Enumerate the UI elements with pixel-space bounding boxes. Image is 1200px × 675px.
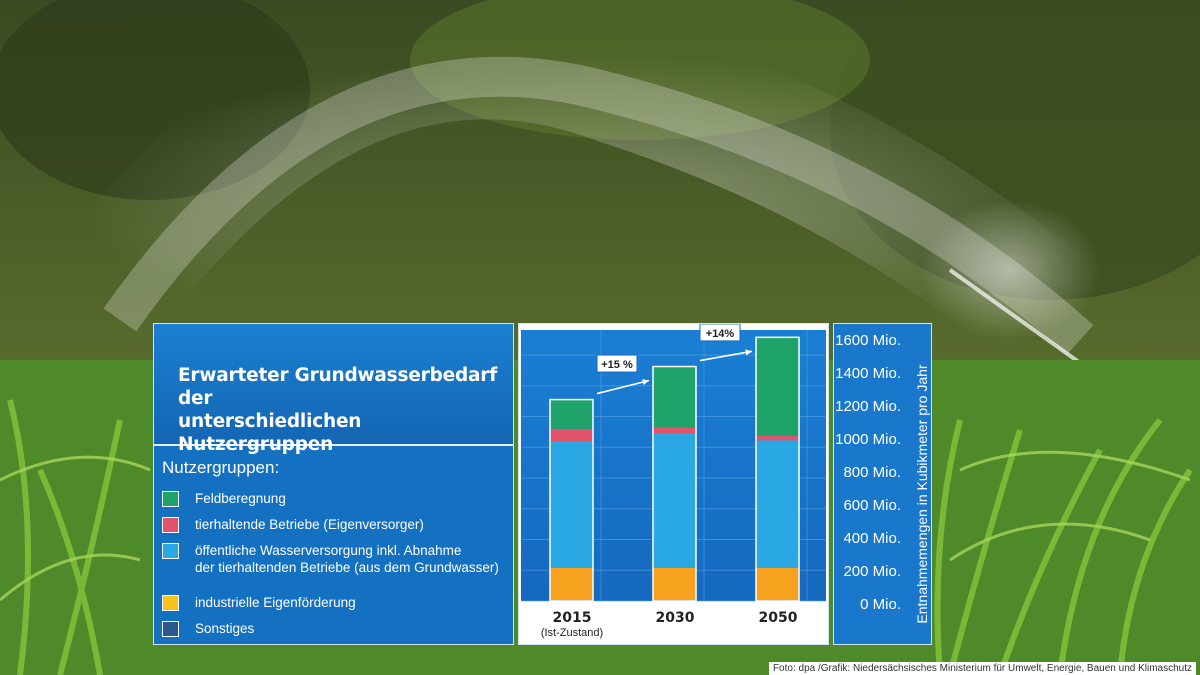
bar-outline-2015 [549, 398, 594, 602]
bar-outline-2030 [652, 365, 697, 602]
y-tick-label: 0 Mio. [860, 596, 901, 613]
legend-label: Sonstiges [195, 621, 255, 636]
bar-segment-2030-4 [653, 366, 696, 428]
bar-plot: +15 % +14% [521, 324, 826, 602]
chart-panel: +15 % +14% 2015 (Ist-Zustand) 2030 2050 [518, 323, 829, 645]
y-tick-label: 1000 Mio. [835, 431, 901, 448]
growth-arrowhead [642, 379, 649, 386]
y-axis-panel: Entnahmemengen in Kubikmeter pro Jahr 0 … [833, 323, 932, 645]
bar-segment-2050-3 [756, 435, 799, 441]
legend-panel: Erwarteter Grundwasserbedarf der untersc… [153, 323, 514, 645]
y-tick-label: 1400 Mio. [835, 365, 901, 382]
title-box: Erwarteter Grundwasserbedarf der untersc… [154, 324, 513, 455]
bar-segment-2050-2 [756, 440, 799, 568]
x-tick-label: 2030 [655, 610, 695, 626]
y-axis-label: Entnahmemengen in Kubikmeter pro Jahr [914, 364, 930, 624]
x-tick-label: 2050 [758, 610, 798, 626]
legend-label: industrielle Eigenförderung [195, 595, 356, 610]
y-tick-label: 800 Mio. [843, 464, 901, 481]
growth-label: +14% [706, 328, 735, 340]
legend-swatch [162, 517, 179, 533]
bar-outline-2050 [755, 336, 800, 602]
bar-segment-2015-2 [550, 441, 593, 568]
bar-segment-2015-1 [550, 567, 593, 601]
growth-label: +15 % [601, 359, 633, 371]
bar-segment-2030-3 [653, 427, 696, 434]
bar-segment-2050-1 [756, 567, 799, 601]
bar-segment-2030-1 [653, 567, 696, 601]
growth-arrow [596, 379, 650, 395]
x-tick-label: 2015 [552, 610, 592, 626]
y-tick-label: 1600 Mio. [835, 332, 901, 349]
legend-label: öffentliche Wasserversorgung inkl. Abnah… [195, 543, 499, 575]
growth-label-box [699, 324, 741, 342]
legend-swatch [162, 543, 179, 559]
legend-heading: Nutzergruppen: [162, 458, 280, 477]
legend-swatch [162, 621, 179, 637]
legend-swatch [162, 595, 179, 611]
y-tick-label: 200 Mio. [843, 563, 901, 580]
bar-segment-2050-4 [756, 337, 799, 436]
growth-arrowhead [745, 349, 752, 356]
photo-credit: Foto: dpa /Grafik: Niedersächsisches Min… [768, 662, 1196, 675]
legend-label: tierhaltende Betriebe (Eigenversorger) [195, 517, 424, 532]
chart-title: Erwarteter Grundwasserbedarf der untersc… [178, 365, 498, 455]
bar-segment-2015-3 [550, 428, 593, 442]
growth-label-box [596, 354, 638, 373]
growth-arrow [699, 350, 753, 362]
bar-segment-2015-4 [550, 399, 593, 429]
legend-label: Feldberegnung [195, 491, 286, 506]
legend-swatch [162, 491, 179, 507]
y-tick-label: 1200 Mio. [835, 398, 901, 415]
y-tick-label: 400 Mio. [843, 530, 901, 547]
x-tick-sublabel: (Ist-Zustand) [540, 627, 604, 639]
bar-segment-2030-2 [653, 433, 696, 568]
y-tick-label: 600 Mio. [843, 497, 901, 514]
